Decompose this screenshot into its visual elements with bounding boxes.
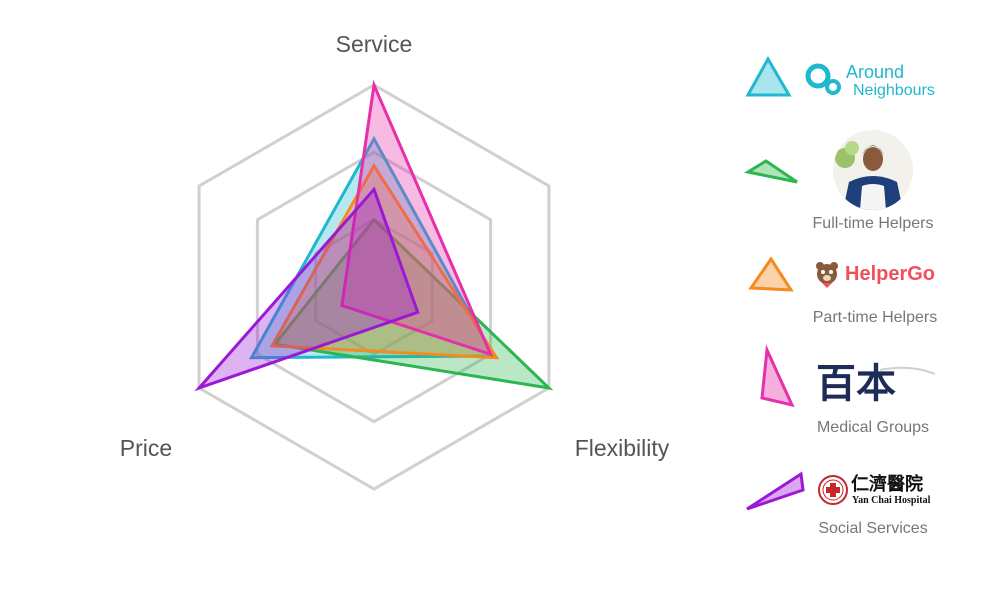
helpergo-bear-logo-icon xyxy=(816,262,838,288)
legend-caption-part-time-helpers: Part-time Helpers xyxy=(813,309,937,326)
yan-chai-hospital-logo-icon xyxy=(818,475,848,505)
around-neighbours-brand-line2: Neighbours xyxy=(853,82,935,99)
series-part-time-helpers xyxy=(269,162,500,360)
legend-marker-baiben-calligraphy-logo xyxy=(760,344,795,408)
baiben-calligraphy-brand: 百本 xyxy=(816,362,896,406)
around-neighbours-brand-line1: Around xyxy=(846,62,904,82)
grid-ring-3 xyxy=(197,83,551,491)
yan-chai-hospital-brand-english: Yan Chai Hospital xyxy=(852,495,931,506)
legend-marker-around-neighbours-logo xyxy=(745,55,792,97)
axis-label-flexibility: Flexibility xyxy=(575,435,670,461)
yan-chai-hospital-brand-chinese: 仁濟醫院 xyxy=(851,473,923,494)
radar-grid xyxy=(197,83,551,491)
series-around-neighbours xyxy=(248,135,497,360)
legend-marker-yan-chai-hospital-logo xyxy=(746,471,805,511)
legend-marker-helpergo-bear-logo xyxy=(748,256,794,292)
axis-label-service: Service xyxy=(336,31,413,57)
legend-item-full-time-helpers: Full-time Helpers xyxy=(813,130,934,232)
legend-caption-medical-groups: Medical Groups xyxy=(817,419,929,436)
legend-caption-social-services: Social Services xyxy=(818,520,927,537)
grid-ring-2 xyxy=(255,150,493,424)
around-neighbours-logo-icon xyxy=(805,63,841,95)
legend-marker-helper-portrait-photo xyxy=(743,159,798,184)
radar-series xyxy=(194,79,554,392)
brush-stroke-icon xyxy=(879,366,936,375)
series-medical-groups xyxy=(340,79,494,357)
helpergo-brand: HelperGo xyxy=(845,263,935,285)
legend-item-around-neighbours: Around Neighbours xyxy=(805,62,935,99)
grid-ring-1 xyxy=(314,217,434,357)
legend-markers xyxy=(743,55,805,511)
legend-caption-full-time-helpers: Full-time Helpers xyxy=(813,215,934,232)
legend-item-part-time-helpers: HelperGo Part-time Helpers xyxy=(813,262,937,326)
legend-item-social-services: 仁濟醫院 Yan Chai Hospital Social Services xyxy=(818,473,931,537)
helper-portrait-photo-icon xyxy=(833,130,913,210)
legend: Around Neighbours Full-time Helpers xyxy=(743,55,937,537)
legend-item-medical-groups: 百本 Medical Groups xyxy=(816,362,936,436)
series-social-services xyxy=(194,186,420,392)
axis-label-price: Price xyxy=(120,435,172,461)
